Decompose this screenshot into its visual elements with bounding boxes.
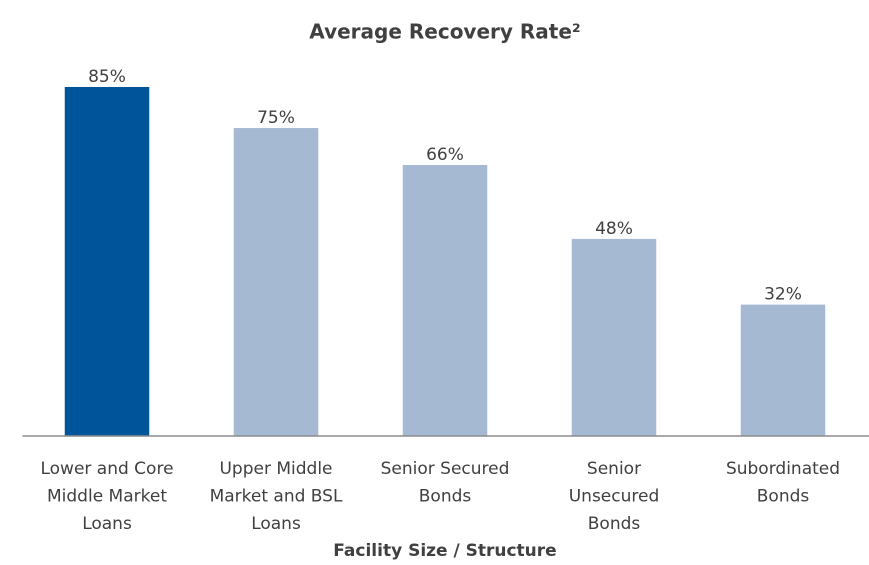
data-label: 66% [426,145,464,165]
bar [64,86,150,437]
data-label: 32% [764,285,802,305]
bar [740,304,826,436]
x-tick-label: Senior [587,459,641,479]
x-tick-label: Market and BSL [210,487,343,507]
data-label: 85% [88,67,126,87]
x-tick-label: Bonds [588,514,641,534]
x-tick-label: Senior Secured [381,459,510,479]
x-axis-label: Facility Size / Structure [333,541,556,561]
x-tick-label: Middle Market [47,487,167,507]
x-tick-label: Loans [251,514,301,534]
x-tick-label: Unsecured [569,487,660,507]
x-tick-label: Bonds [419,487,472,507]
data-label: 75% [257,108,295,128]
bar [233,128,319,437]
x-tick-label: Upper Middle [219,459,332,479]
data-label: 48% [595,219,633,239]
x-tick-label: Lower and Core [40,459,173,479]
x-tick-label: Bonds [757,487,810,507]
bar [571,238,657,436]
chart-title: Average Recovery Rate² [309,20,580,44]
x-tick-label: Loans [82,514,132,534]
x-tick-label: Subordinated [726,459,840,479]
bar [402,165,488,436]
